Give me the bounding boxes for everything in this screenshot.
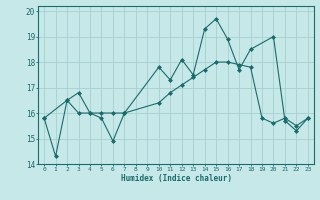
X-axis label: Humidex (Indice chaleur): Humidex (Indice chaleur) xyxy=(121,174,231,183)
